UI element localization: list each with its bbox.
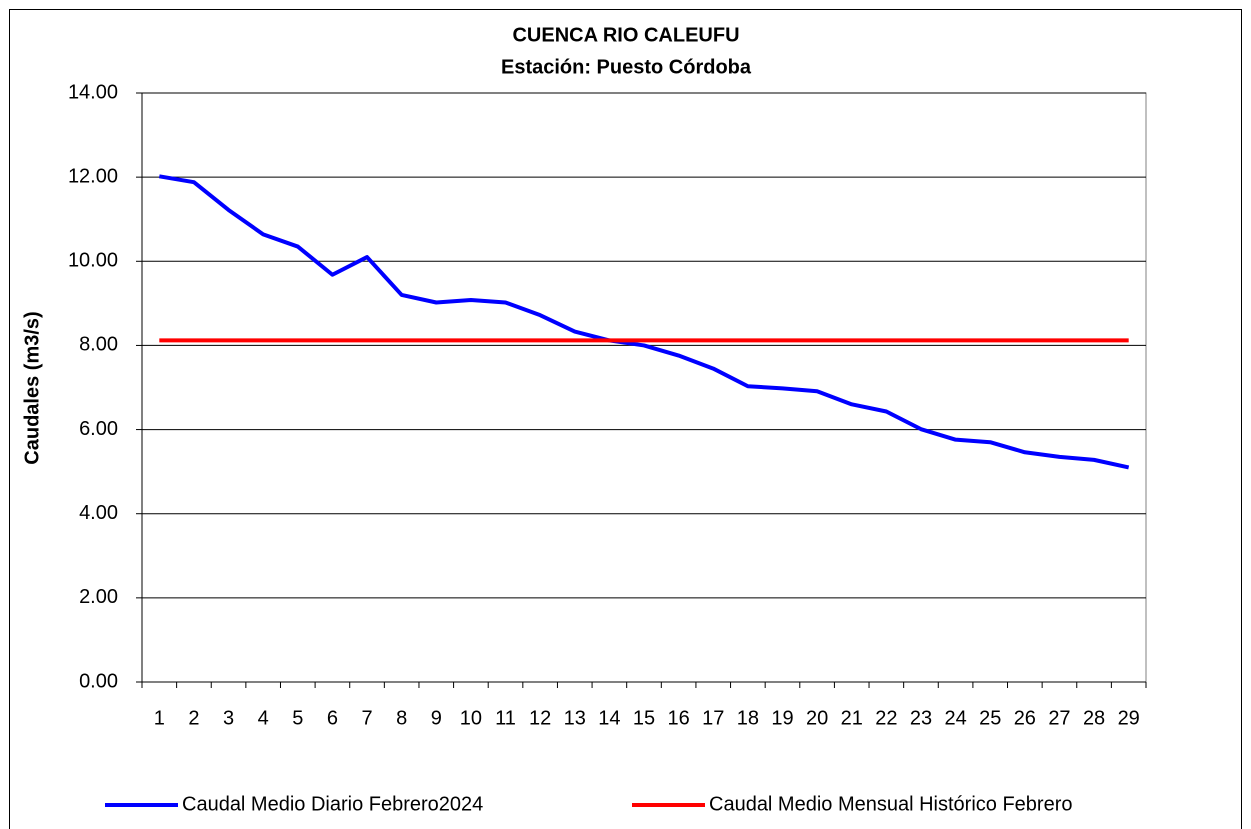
series-line [158, 174, 1130, 470]
y-tick-label: 8.00 [79, 334, 118, 356]
x-tick-label: 1 [154, 707, 165, 729]
x-tick-label: 6 [327, 707, 338, 729]
x-tick-label: 16 [667, 707, 689, 729]
x-tick-label: 9 [431, 707, 442, 729]
x-tick-label: 11 [495, 707, 516, 729]
x-tick-label: 14 [598, 707, 620, 729]
x-tick-label: 25 [979, 707, 1001, 729]
chart-title: CUENCA RIO CALEUFU [512, 24, 739, 46]
x-tick-label: 18 [737, 707, 759, 729]
plot-area [141, 92, 1147, 683]
x-tick-label: 5 [292, 707, 303, 729]
y-tick-label: 6.00 [79, 418, 118, 440]
y-tick-label: 14.00 [68, 81, 118, 103]
x-tick-label: 22 [875, 707, 897, 729]
y-tick-label: 2.00 [79, 586, 118, 608]
x-tick-label: 7 [361, 707, 372, 729]
legend-label: Caudal Medio Diario Febrero2024 [182, 793, 483, 815]
x-tick-label: 29 [1118, 707, 1140, 729]
x-tick-label: 13 [564, 707, 586, 729]
x-tick-label: 21 [841, 707, 863, 729]
x-tick-label: 8 [396, 707, 407, 729]
x-tick-label: 24 [944, 707, 966, 729]
chart-subtitle: Estación: Puesto Córdoba [501, 56, 752, 78]
x-tick-label: 17 [702, 707, 724, 729]
y-axis-label: Caudales (m3/s) [21, 311, 43, 464]
x-tick-label: 3 [223, 707, 234, 729]
x-tick-label: 2 [188, 707, 199, 729]
x-tick-label: 20 [806, 707, 828, 729]
x-tick-label: 28 [1083, 707, 1105, 729]
x-tick-label: 23 [910, 707, 932, 729]
y-tick-label: 10.00 [68, 250, 118, 272]
x-tick-label: 19 [771, 707, 793, 729]
legend-label: Caudal Medio Mensual Histórico Febrero [709, 793, 1073, 815]
y-tick-label: 4.00 [79, 502, 118, 524]
y-tick-label: 0.00 [79, 670, 118, 692]
x-tick-label: 4 [258, 707, 269, 729]
x-tick-label: 26 [1014, 707, 1036, 729]
x-tick-label: 12 [529, 707, 551, 729]
y-tick-label: 12.00 [68, 165, 118, 187]
x-tick-label: 27 [1048, 707, 1070, 729]
x-tick-label: 15 [633, 707, 655, 729]
x-tick-label: 10 [460, 707, 482, 729]
